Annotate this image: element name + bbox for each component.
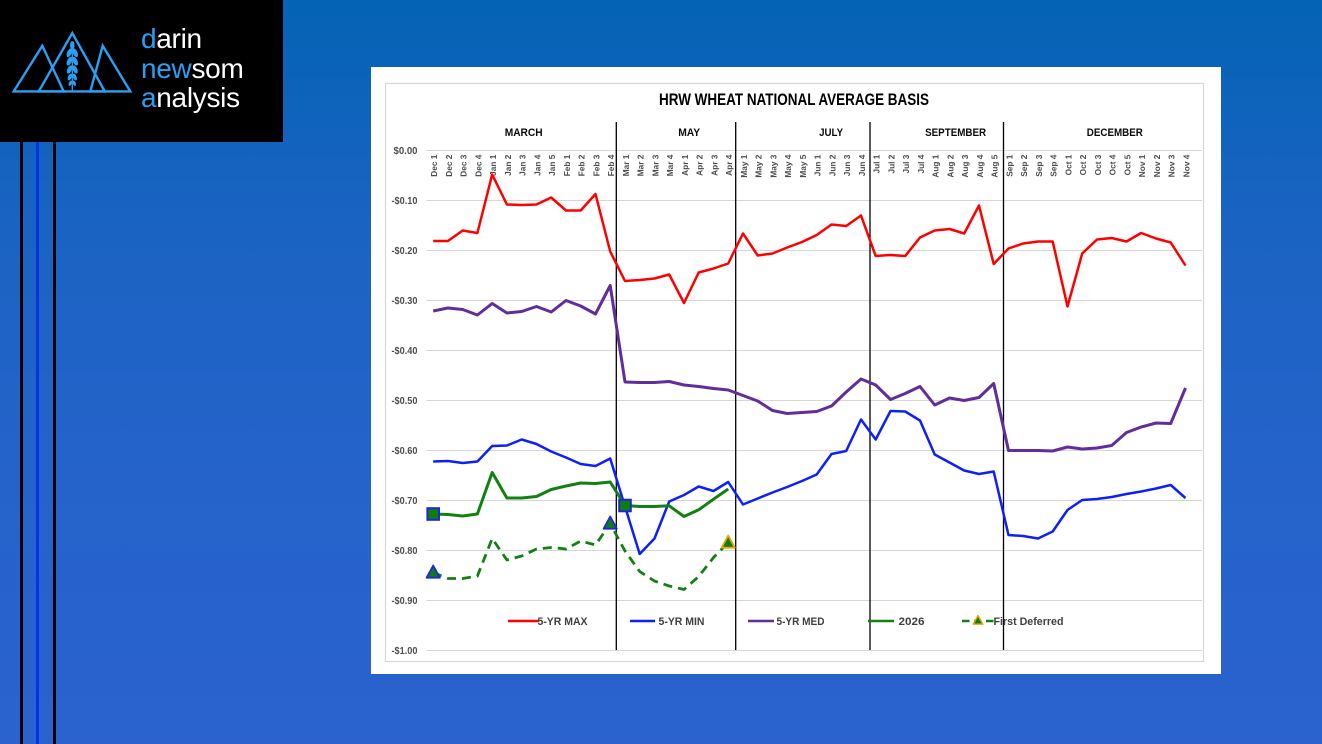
svg-text:Jul 1: Jul 1 [872, 154, 882, 173]
svg-text:Jun 1: Jun 1 [813, 154, 823, 176]
svg-text:MARCH: MARCH [505, 127, 543, 139]
svg-text:$0.00: $0.00 [394, 146, 418, 157]
svg-text:Jan 3: Jan 3 [518, 154, 528, 176]
svg-text:JULY: JULY [819, 127, 844, 139]
svg-text:Jul 4: Jul 4 [916, 154, 926, 173]
svg-text:5-YR MAX: 5-YR MAX [538, 616, 589, 628]
svg-text:-$0.30: -$0.30 [392, 296, 418, 307]
svg-text:Jul 2: Jul 2 [887, 154, 897, 173]
svg-text:Aug 4: Aug 4 [975, 154, 985, 177]
svg-text:Apr 2: Apr 2 [695, 154, 705, 176]
svg-text:Mar 2: Mar 2 [636, 154, 646, 176]
svg-text:Oct 4: Oct 4 [1108, 154, 1118, 175]
svg-text:Sep 2: Sep 2 [1019, 154, 1029, 177]
svg-text:Oct 2: Oct 2 [1078, 154, 1088, 175]
svg-text:SEPTEMBER: SEPTEMBER [925, 127, 986, 139]
svg-text:2026: 2026 [899, 616, 925, 628]
svg-text:Feb 3: Feb 3 [592, 154, 602, 176]
svg-text:First Deferred: First Deferred [994, 616, 1064, 628]
svg-text:5-YR MED: 5-YR MED [777, 616, 825, 628]
svg-text:May 1: May 1 [739, 154, 749, 177]
svg-text:Dec 4: Dec 4 [473, 154, 483, 177]
svg-text:Jan 2: Jan 2 [503, 154, 513, 176]
svg-text:Sep 1: Sep 1 [1005, 154, 1015, 177]
svg-text:Aug 3: Aug 3 [960, 154, 970, 177]
svg-text:Oct 3: Oct 3 [1093, 154, 1103, 175]
svg-text:Aug 1: Aug 1 [931, 154, 941, 177]
svg-text:Nov 4: Nov 4 [1182, 154, 1192, 177]
svg-text:May 3: May 3 [769, 154, 779, 177]
svg-text:Mar 4: Mar 4 [665, 154, 675, 176]
svg-text:Nov 3: Nov 3 [1167, 154, 1177, 177]
svg-text:-$0.60: -$0.60 [392, 446, 418, 457]
svg-text:Dec 1: Dec 1 [429, 154, 439, 177]
svg-text:Aug 2: Aug 2 [946, 154, 956, 177]
svg-text:HRW WHEAT NATIONAL AVERAGE BAS: HRW WHEAT NATIONAL AVERAGE BASIS [659, 91, 929, 109]
svg-text:Oct 1: Oct 1 [1064, 154, 1074, 175]
svg-text:Mar 1: Mar 1 [621, 154, 631, 176]
svg-text:Oct 5: Oct 5 [1123, 154, 1133, 175]
svg-text:Apr 3: Apr 3 [710, 154, 720, 176]
svg-text:-$0.90: -$0.90 [392, 596, 418, 607]
svg-text:Apr 1: Apr 1 [680, 154, 690, 176]
svg-text:-$0.80: -$0.80 [392, 546, 418, 557]
svg-text:Nov 1: Nov 1 [1137, 154, 1147, 177]
svg-text:Dec 2: Dec 2 [444, 154, 454, 177]
svg-text:Feb 1: Feb 1 [562, 154, 572, 176]
svg-text:Mar 3: Mar 3 [651, 154, 661, 176]
svg-text:May 2: May 2 [754, 154, 764, 177]
svg-text:Jun 3: Jun 3 [842, 154, 852, 176]
svg-text:Sep 4: Sep 4 [1049, 154, 1059, 177]
svg-text:Jan 1: Jan 1 [488, 154, 498, 176]
svg-text:-$0.10: -$0.10 [392, 196, 418, 207]
svg-text:-$0.40: -$0.40 [392, 346, 418, 357]
svg-text:MAY: MAY [678, 127, 701, 139]
svg-text:May 4: May 4 [783, 154, 793, 177]
svg-text:Jun 2: Jun 2 [828, 154, 838, 176]
svg-text:May 5: May 5 [798, 154, 808, 177]
svg-text:Feb 2: Feb 2 [577, 154, 587, 176]
svg-text:-$0.70: -$0.70 [392, 496, 418, 507]
svg-text:5-YR MIN: 5-YR MIN [659, 616, 705, 628]
svg-text:Jun 4: Jun 4 [857, 154, 867, 176]
svg-text:-$0.20: -$0.20 [392, 246, 418, 257]
svg-text:-$1.00: -$1.00 [392, 646, 418, 657]
svg-text:-$0.50: -$0.50 [392, 396, 418, 407]
svg-text:Nov 2: Nov 2 [1152, 154, 1162, 177]
svg-text:Jan 5: Jan 5 [547, 154, 557, 176]
svg-text:Aug 5: Aug 5 [990, 154, 1000, 177]
svg-text:Feb 4: Feb 4 [606, 154, 616, 176]
svg-text:Jan 4: Jan 4 [533, 154, 543, 176]
svg-text:DECEMBER: DECEMBER [1087, 127, 1143, 139]
svg-text:Dec 3: Dec 3 [459, 154, 469, 177]
svg-text:Jul 3: Jul 3 [901, 154, 911, 173]
svg-text:Apr 4: Apr 4 [724, 154, 734, 176]
svg-text:Sep 3: Sep 3 [1034, 154, 1044, 177]
